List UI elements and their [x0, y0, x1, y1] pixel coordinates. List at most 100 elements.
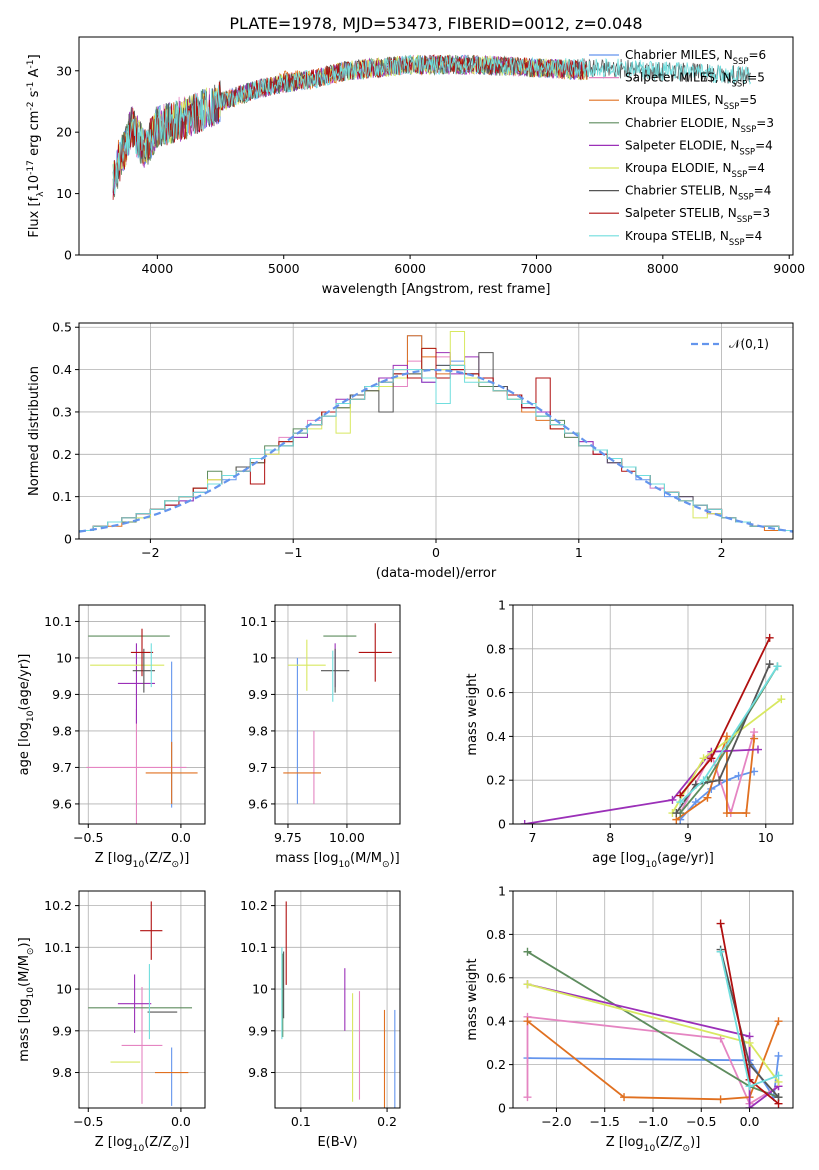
y-tick-label: 10	[252, 982, 268, 997]
y-tick-label: 20	[56, 125, 72, 140]
y-tick-label: 10.1	[240, 940, 268, 955]
y-tick-label: 9.9	[248, 1023, 268, 1038]
errorbar-point-1	[86, 709, 187, 824]
weight-marker	[765, 660, 774, 669]
y-tick-label: 9.7	[52, 760, 72, 775]
y-tick-label: 1	[498, 884, 506, 899]
weight-marker	[715, 776, 724, 785]
label-segment: ⊙	[382, 860, 390, 870]
weight-marker	[754, 745, 762, 754]
legend-entry: Kroupa ELODIE, NSSP=4	[625, 161, 765, 179]
label-segment: =4	[755, 138, 773, 152]
y-axis-label: mass weight	[465, 958, 480, 1040]
panel-spectrum: 4000 5000 6000 7000 8000 9000 0 10 20 30 wavelengt…	[26, 36, 805, 297]
label-segment: mass weight	[465, 958, 480, 1040]
weight-marker	[520, 820, 529, 824]
x-axis-label: E(B-V)	[317, 1135, 357, 1150]
y-tick-label: 0.1	[52, 489, 72, 504]
label-segment: SSP	[729, 237, 745, 247]
legend-entry: Kroupa MILES, NSSP=5	[625, 93, 757, 111]
panel-mass-vs-ebv: 0.1 0.2 9.8 9.9 10 10.1 10.2 E(B-V)	[240, 890, 401, 1150]
y-tick-label: 0.8	[486, 927, 506, 942]
y-axis-label: Normed distribution	[27, 366, 42, 496]
weight-marker	[699, 776, 708, 785]
panel-residuals: −2 −1 0 1 2 0 0.1 0.2 0.3 0.4 0.5 (data-model)/erro…	[27, 320, 794, 581]
x-axis-label: (data-model)/error	[376, 566, 497, 581]
x-tick-label: 0.0	[740, 1114, 760, 1129]
label-segment: λ	[36, 191, 46, 197]
x-tick-label: 10	[758, 830, 774, 845]
label-segment: mass [log	[17, 999, 32, 1062]
y-tick-label: 0.4	[52, 362, 72, 377]
weight-marker	[523, 980, 532, 989]
y-tick-label: 10.1	[44, 614, 72, 629]
x-tick-label: 7	[528, 830, 536, 845]
axes-frame	[274, 890, 401, 1109]
y-tick-label: 10	[56, 982, 72, 997]
label-segment: )]	[179, 1135, 189, 1150]
label-segment: SSP	[724, 101, 740, 111]
label-segment: )]	[690, 1135, 700, 1150]
y-tick-label: 0.2	[486, 773, 506, 788]
label-segment: 10	[27, 175, 42, 192]
ticks: 7 8 9 10 0 0.2 0.4 0.6 0.8 1	[486, 598, 774, 846]
y-tick-label: 30	[56, 63, 72, 78]
y-tick-label: 0.2	[52, 447, 72, 462]
x-tick-label: −0.5	[73, 1114, 103, 1129]
y-tick-label: 0	[64, 532, 72, 547]
y-tick-label: 0.6	[486, 685, 506, 700]
legend-entry: Salpeter MILES, NSSP=5	[625, 71, 765, 89]
grid-lines	[275, 891, 400, 1108]
grid-lines	[79, 605, 205, 824]
axes-frame	[78, 890, 206, 1109]
x-axis-label: Z [log10(Z/Z⊙)]	[606, 1135, 701, 1154]
label-segment: Salpeter MILES, N	[625, 71, 732, 85]
y-tick-label: 0.5	[52, 320, 72, 335]
histogram-8	[79, 364, 793, 539]
x-tick-label: −0.5	[686, 1114, 716, 1129]
weight-marker	[774, 1051, 783, 1060]
label-segment: (M/M	[350, 851, 382, 866]
legend-entry: Kroupa STELIB, NSSP=4	[625, 229, 762, 247]
weight-marker	[774, 1071, 783, 1080]
label-segment: 10	[338, 860, 350, 870]
label-segment: (Z/Z	[655, 1135, 682, 1150]
label-segment: SSP	[738, 192, 754, 202]
x-tick-label: 0.1	[291, 1114, 311, 1129]
legend: 𝒩(0,1)	[691, 337, 769, 351]
label-segment: Chabrier STELIB, N	[625, 184, 738, 198]
label-segment: Normed distribution	[27, 366, 42, 496]
label-segment: SSP	[732, 169, 748, 179]
x-tick-label: −1.0	[638, 1114, 668, 1129]
label-segment: =3	[752, 206, 770, 220]
x-tick-label: 0.2	[377, 1114, 397, 1129]
label-segment: SSP	[732, 79, 748, 89]
ticks: −2 −1 0 1 2 0 0.1 0.2 0.3 0.4 0.5	[52, 320, 725, 560]
plot-area	[88, 901, 193, 1106]
label-segment: 10	[26, 987, 36, 999]
label-segment: ⊙	[172, 1144, 180, 1154]
axes-frame	[78, 604, 206, 825]
y-tick-label: 10	[56, 650, 72, 665]
label-segment: =3	[756, 116, 774, 130]
y-tick-label: 0.3	[52, 404, 72, 419]
y-tick-label: 1	[498, 598, 506, 613]
panel-weight-vs-z: −2.0 −1.5 −1.0 −0.5 0.0 0 0.2 0.4 0.6 0.8 1 Z [log1…	[465, 884, 794, 1154]
label-segment: 10	[133, 860, 145, 870]
label-segment: age [log	[592, 851, 645, 866]
x-tick-label: −1	[284, 545, 302, 560]
y-tick-label: 9.8	[248, 1065, 268, 1080]
label-segment: SSP	[733, 56, 749, 66]
ticks: −2.0 −1.5 −1.0 −0.5 0.0 0 0.2 0.4 0.6 0.8 1	[486, 884, 759, 1130]
y-tick-label: 10	[56, 186, 72, 201]
weight-marker	[773, 662, 782, 671]
grid-lines	[275, 605, 400, 824]
legend-entry: Chabrier MILES, NSSP=6	[625, 48, 766, 66]
x-tick-label: 8000	[647, 261, 679, 276]
weight-marker	[716, 919, 725, 928]
weight-marker	[742, 809, 751, 818]
legend-entry: Salpeter STELIB, NSSP=3	[625, 206, 770, 224]
weight-marker	[750, 734, 759, 743]
label-segment: 10	[645, 860, 657, 870]
